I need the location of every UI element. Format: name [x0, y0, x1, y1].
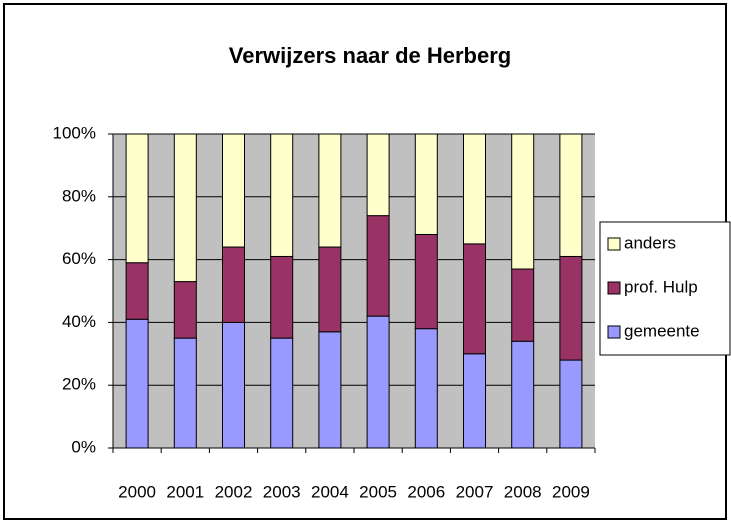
legend-label: prof. Hulp — [624, 277, 698, 296]
bar-segment — [318, 331, 342, 449]
chart-title: Verwijzers naar de Herberg — [229, 43, 511, 68]
bar-segment — [463, 353, 486, 449]
x-tick-label: 2009 — [552, 482, 590, 501]
x-tick-label: 2007 — [456, 482, 494, 501]
bar-segment — [559, 359, 583, 449]
bar-segment — [318, 133, 342, 248]
y-tick-label: 0% — [71, 437, 96, 456]
bar-segment — [125, 262, 149, 320]
bar-segment — [125, 318, 149, 449]
legend-box — [599, 221, 731, 356]
y-tick-label: 100% — [53, 123, 96, 142]
bar-segment — [222, 246, 245, 323]
x-tick-label: 2003 — [263, 482, 301, 501]
bar-segment — [173, 337, 197, 449]
legend-swatch — [607, 325, 621, 339]
bar-segment — [511, 268, 535, 342]
x-tick-label: 2005 — [359, 482, 397, 501]
bar-segment — [173, 133, 197, 283]
x-tick-label: 2006 — [407, 482, 445, 501]
x-tick-label: 2001 — [166, 482, 204, 501]
bar-segment — [125, 133, 149, 264]
bar-segment — [318, 246, 342, 333]
legend-label: gemeente — [624, 321, 700, 340]
bar-segment — [222, 133, 245, 248]
y-tick-label: 20% — [62, 375, 96, 394]
bar-segment — [270, 337, 294, 449]
bar-segment — [270, 133, 294, 257]
bar-segment — [366, 133, 390, 217]
bar-segment — [414, 328, 438, 449]
y-tick-label: 60% — [62, 249, 96, 268]
legend-label: anders — [624, 233, 676, 252]
bar-segment — [463, 243, 486, 355]
legend-swatch — [607, 281, 621, 295]
bar-segment — [414, 133, 438, 235]
bar-segment — [270, 255, 294, 339]
x-tick-label: 2008 — [504, 482, 542, 501]
x-tick-label: 2004 — [311, 482, 349, 501]
y-tick-label: 40% — [62, 312, 96, 331]
bar-segment — [366, 315, 390, 449]
bar-segment — [559, 255, 583, 361]
bar-segment — [414, 233, 438, 330]
bar-segment — [511, 340, 535, 449]
y-tick-label: 80% — [62, 186, 96, 205]
bar-segment — [173, 281, 197, 339]
legend-swatch — [607, 237, 621, 251]
bar-segment — [222, 321, 245, 449]
bar-segment — [559, 133, 583, 257]
x-tick-label: 2000 — [118, 482, 156, 501]
bar-segment — [463, 133, 486, 245]
bar-segment — [366, 215, 390, 317]
x-tick-label: 2002 — [215, 482, 253, 501]
bar-segment — [511, 133, 535, 270]
